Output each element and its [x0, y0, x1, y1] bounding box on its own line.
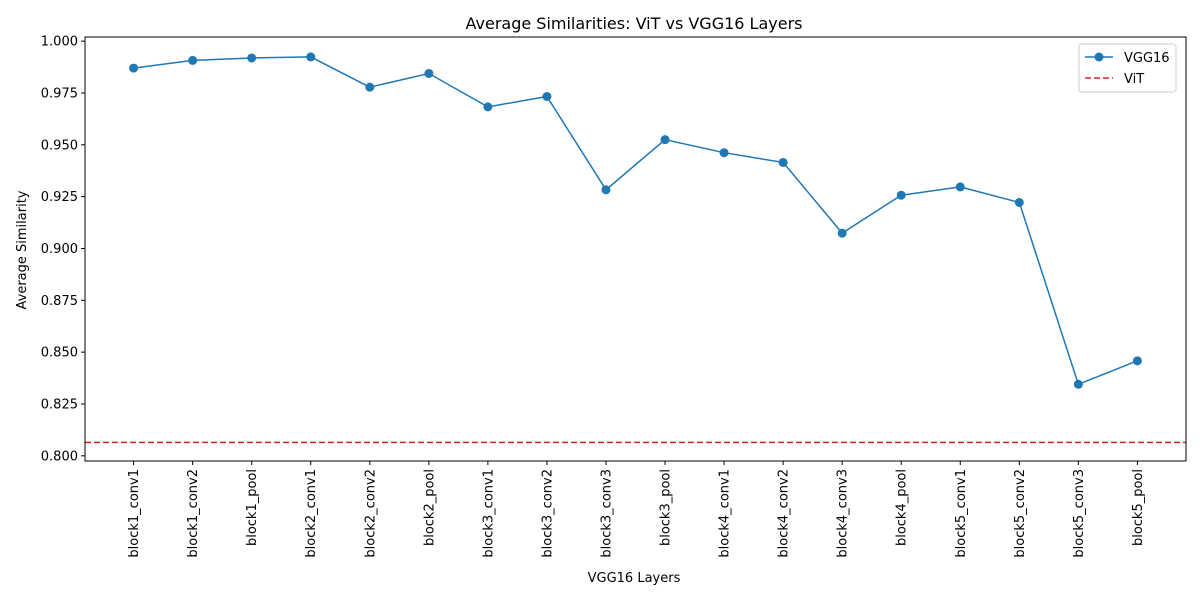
- x-tick-label-block5_conv3: block5_conv3: [1072, 469, 1087, 558]
- x-tick-label-block2_pool: block2_pool: [422, 469, 437, 546]
- x-tick-label-block1_conv1: block1_conv1: [127, 469, 142, 558]
- legend: VGG16 ViT: [1078, 43, 1177, 93]
- y-tick-label-0.975: 0.975: [41, 86, 78, 101]
- vgg16-point-block4_conv3: [837, 228, 847, 238]
- vgg16-point-block4_conv2: [778, 157, 788, 167]
- x-tick-label-block3_pool: block3_pool: [659, 469, 674, 546]
- y-tick-label-0.950: 0.950: [41, 138, 78, 153]
- vgg16-point-block1_conv2: [188, 55, 198, 65]
- x-tick-label-block1_pool: block1_pool: [245, 469, 260, 546]
- x-tick-label-block1_conv2: block1_conv2: [186, 469, 201, 558]
- x-tick-label-block2_conv2: block2_conv2: [363, 469, 378, 558]
- vgg16-point-block5_conv2: [1014, 197, 1024, 207]
- x-tick-label-block4_conv1: block4_conv1: [718, 469, 733, 558]
- y-tick-label-0.850: 0.850: [41, 346, 78, 361]
- y-tick-label-0.900: 0.900: [41, 242, 78, 257]
- vgg16-point-block5_conv1: [955, 182, 965, 192]
- vgg16-point-block3_pool: [660, 135, 670, 145]
- y-tick-label-1.000: 1.000: [41, 35, 78, 50]
- x-tick-label-block5_conv1: block5_conv1: [954, 469, 969, 558]
- vgg16-point-block5_conv3: [1073, 379, 1083, 389]
- y-axis-title: Average Similarity: [15, 190, 30, 309]
- vgg16-point-block2_pool: [424, 68, 434, 78]
- legend-label-vgg16: VGG16: [1124, 51, 1170, 66]
- vgg16-point-block1_pool: [247, 53, 257, 63]
- vgg16-point-block2_conv1: [306, 52, 316, 62]
- y-tick-label-0.925: 0.925: [41, 190, 78, 205]
- chart-title: Average Similarities: ViT vs VGG16 Layer…: [466, 14, 803, 33]
- legend-vgg16-marker: [1094, 52, 1104, 62]
- vgg16-point-block4_conv1: [719, 148, 729, 158]
- y-tick-label-0.800: 0.800: [41, 449, 78, 464]
- y-tick-label-0.825: 0.825: [41, 397, 78, 412]
- plot-frame: [84, 36, 1187, 462]
- x-tick-label-block5_conv2: block5_conv2: [1013, 469, 1028, 558]
- vgg16-point-block2_conv2: [365, 82, 375, 92]
- legend-label-vit: ViT: [1124, 72, 1144, 87]
- x-tick-label-block2_conv1: block2_conv1: [304, 469, 319, 558]
- x-tick-label-block4_conv3: block4_conv3: [836, 469, 851, 558]
- x-tick-label-block5_pool: block5_pool: [1131, 469, 1146, 546]
- vgg16-point-block1_conv1: [129, 63, 139, 73]
- x-tick-label-block3_conv2: block3_conv2: [540, 469, 555, 558]
- x-tick-label-block4_pool: block4_pool: [895, 469, 910, 546]
- x-tick-label-block3_conv3: block3_conv3: [599, 469, 614, 558]
- x-tick-label-block3_conv1: block3_conv1: [481, 469, 496, 558]
- y-tick-label-0.875: 0.875: [41, 294, 78, 309]
- vgg16-point-block3_conv1: [483, 102, 493, 112]
- x-tick-label-block4_conv2: block4_conv2: [777, 469, 792, 558]
- x-axis-title: VGG16 Layers: [588, 571, 681, 586]
- vgg16-point-block4_pool: [896, 190, 906, 200]
- vgg16-point-block5_pool: [1132, 356, 1142, 366]
- plot-area: 0.800 0.825 0.850 0.875 0.900 0.925 0.950 0.975…: [41, 35, 1187, 558]
- vgg16-point-block3_conv3: [601, 185, 611, 195]
- vgg16-point-block3_conv2: [542, 92, 552, 102]
- vgg16-series-line: [133, 56, 1138, 386]
